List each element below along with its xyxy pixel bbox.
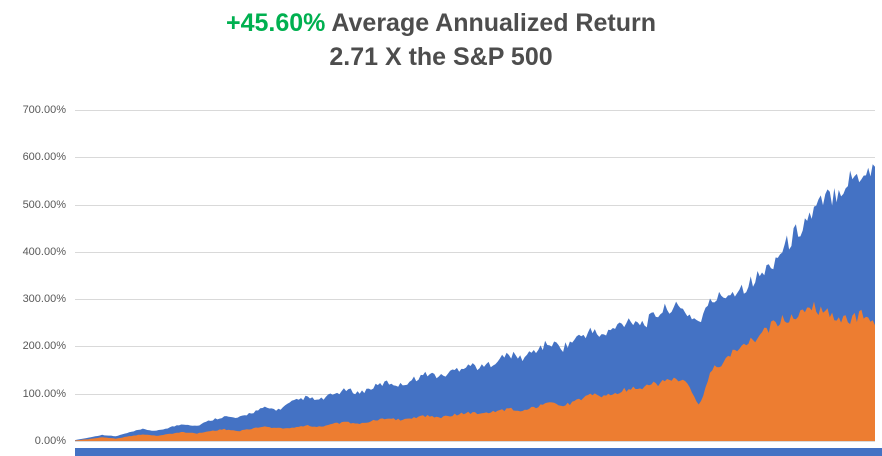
y-axis-label: 600.00% [22,151,66,164]
gridline [75,204,875,206]
y-axis-label: 500.00% [22,198,66,211]
gridline [75,251,875,253]
gridline [75,441,875,442]
chart-title-line1: +45.60% Average Annualized Return [0,6,882,40]
bottom-blue-strip [75,448,882,456]
blue-series-area [75,164,875,441]
y-axis-label: 300.00% [22,293,66,306]
chart-title: +45.60% Average Annualized Return 2.71 X… [0,6,882,74]
gridline [75,110,875,111]
gridline [75,299,875,301]
y-axis-label: 700.00% [22,104,66,116]
y-axis-label: 200.00% [22,340,66,353]
gridline [75,346,875,348]
chart-title-return-label: Average Annualized Return [325,9,656,37]
y-axis-label: 400.00% [22,245,66,258]
y-axis: 700.00% 600.00% 500.00% 400.00% 300.00% 200.0… [0,0,68,456]
orange-series-area [75,301,875,441]
chart-subtitle: 2.71 X the S&P 500 [329,43,553,71]
gridline [75,157,875,159]
chart-title-return-value: +45.60% [225,9,326,37]
y-axis-label: 100.00% [22,387,66,400]
area-series-svg [75,164,875,441]
y-axis-label: 0.00% [34,435,66,447]
plot-area [75,110,875,442]
